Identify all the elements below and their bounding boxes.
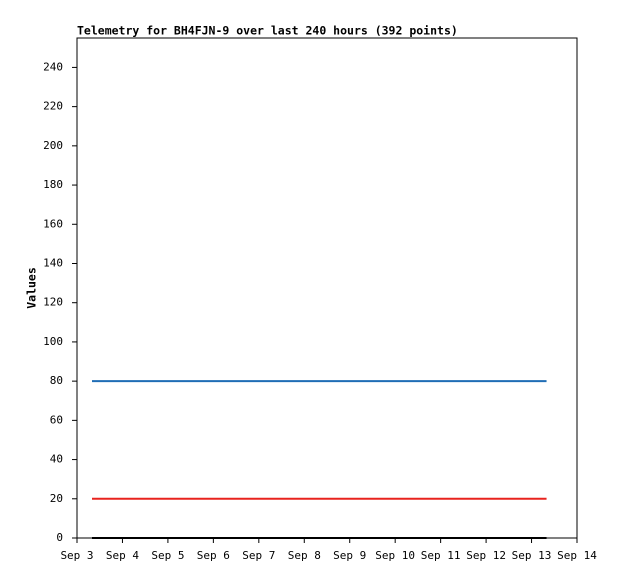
- x-tick-label: Sep 5: [151, 549, 184, 562]
- x-tick-label: Sep 9: [333, 549, 366, 562]
- y-tick-label: 240: [43, 60, 63, 73]
- x-tick-label: Sep 8: [288, 549, 321, 562]
- y-tick-label: 40: [50, 453, 63, 466]
- x-tick-label: Sep 4: [106, 549, 139, 562]
- x-tick-label: Sep 14: [557, 549, 597, 562]
- y-axis-label: Values: [25, 267, 39, 309]
- y-tick-label: 160: [43, 217, 63, 230]
- y-tick-label: 180: [43, 178, 63, 191]
- x-tick-label: Sep 13: [512, 549, 552, 562]
- x-tick-label: Sep 12: [466, 549, 506, 562]
- x-tick-label: Sep 10: [375, 549, 415, 562]
- plot-frame: [76, 37, 578, 539]
- y-tick-label: 200: [43, 139, 63, 152]
- x-tick-label: Sep 3: [60, 549, 93, 562]
- y-tick-label: 0: [56, 531, 63, 544]
- y-tick-label: 220: [43, 100, 63, 113]
- y-tick-label: 60: [50, 413, 63, 426]
- x-tick-label: Sep 6: [197, 549, 230, 562]
- y-tick-label: 80: [50, 374, 63, 387]
- y-tick-label: 20: [50, 492, 63, 505]
- chart-title: Telemetry for BH4FJN-9 over last 240 hou…: [77, 24, 458, 38]
- y-tick-label: 100: [43, 335, 63, 348]
- y-tick-label: 140: [43, 256, 63, 269]
- x-tick-label: Sep 7: [242, 549, 275, 562]
- y-tick-label: 120: [43, 296, 63, 309]
- x-tick-label: Sep 11: [421, 549, 461, 562]
